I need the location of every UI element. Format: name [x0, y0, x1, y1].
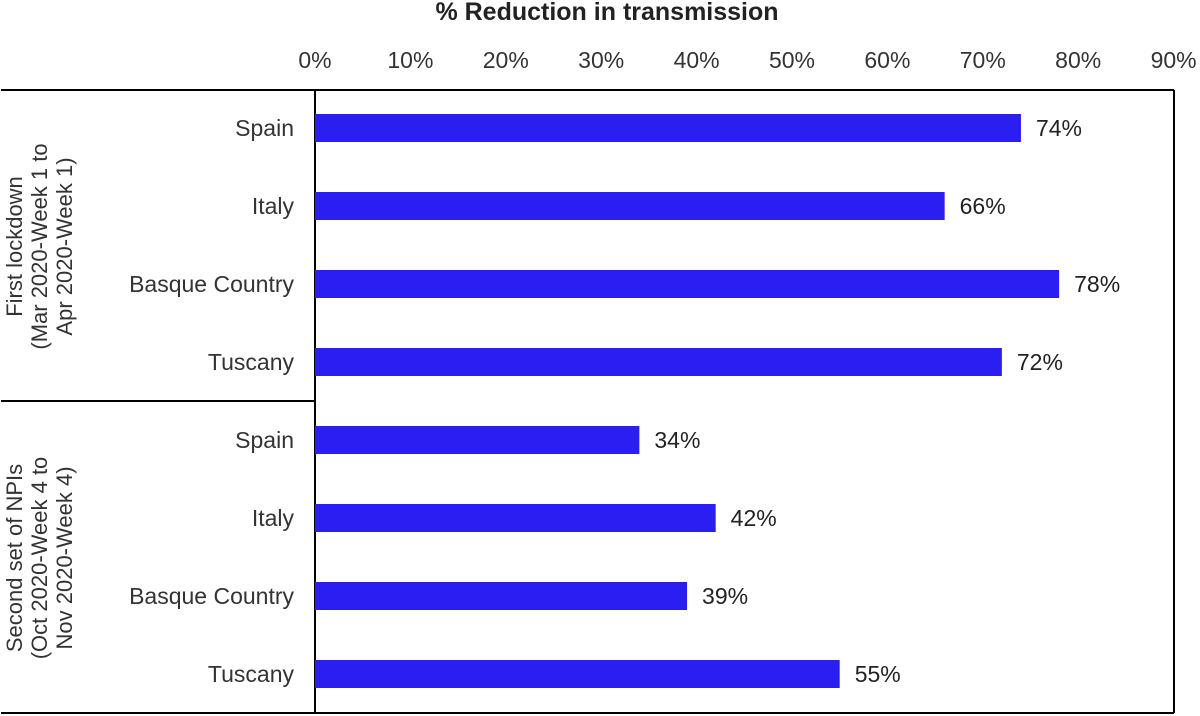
category-label: Basque Country [129, 583, 294, 609]
category-label: Spain [235, 115, 294, 141]
bar [315, 114, 1021, 142]
value-label: 78% [1074, 271, 1120, 297]
x-axis-title: % Reduction in transmission [435, 0, 778, 26]
bars [315, 114, 1060, 688]
x-tick-label: 80% [1055, 47, 1101, 73]
x-tick-label: 90% [1151, 47, 1197, 73]
group-labels: First lockdown (Mar 2020-Week 1 to Apr 202… [2, 143, 77, 659]
x-tick-label: 0% [298, 47, 331, 73]
bar [315, 660, 840, 688]
x-tick-labels: 0% 10% 20% 30% 40% 50% 60% 70% 80% 90% [298, 47, 1196, 73]
bar [315, 504, 716, 532]
value-label: 55% [855, 661, 901, 687]
group-label-line: First lockdown [2, 176, 27, 317]
value-label: 34% [654, 427, 700, 453]
bar [315, 348, 1002, 376]
x-tick-label: 50% [769, 47, 815, 73]
x-tick-label: 60% [864, 47, 910, 73]
x-tick-label: 40% [674, 47, 720, 73]
group-label-line: (Mar 2020-Week 1 to [27, 143, 52, 349]
category-label: Italy [252, 505, 295, 531]
group-label-line: (Oct 2020-Week 4 to [27, 457, 52, 660]
value-labels: 74% 66% 78% 72% 34% 42% 39% 55% [654, 115, 1120, 687]
bar [315, 582, 688, 610]
category-label: Tuscany [208, 661, 295, 687]
group-label-line: Nov 2020-Week 4) [52, 466, 77, 649]
bar [315, 192, 945, 220]
category-label: Italy [252, 193, 295, 219]
category-labels: Spain Italy Basque Country Tuscany Spain Ital… [129, 115, 294, 687]
x-tick-label: 10% [387, 47, 433, 73]
value-label: 74% [1036, 115, 1082, 141]
x-tick-label: 70% [960, 47, 1006, 73]
category-label: Basque Country [129, 271, 294, 297]
category-label: Spain [235, 427, 294, 453]
x-tick-label: 30% [578, 47, 624, 73]
value-label: 42% [731, 505, 777, 531]
bar [315, 270, 1060, 298]
value-label: 72% [1017, 349, 1063, 375]
bar [315, 426, 640, 454]
value-label: 66% [960, 193, 1006, 219]
plot-frame [1, 89, 1175, 714]
group-label-line: Apr 2020-Week 1) [52, 157, 77, 335]
x-tick-label: 20% [483, 47, 529, 73]
category-label: Tuscany [208, 349, 295, 375]
group-label-line: Second set of NPIs [2, 464, 27, 652]
value-label: 39% [702, 583, 748, 609]
